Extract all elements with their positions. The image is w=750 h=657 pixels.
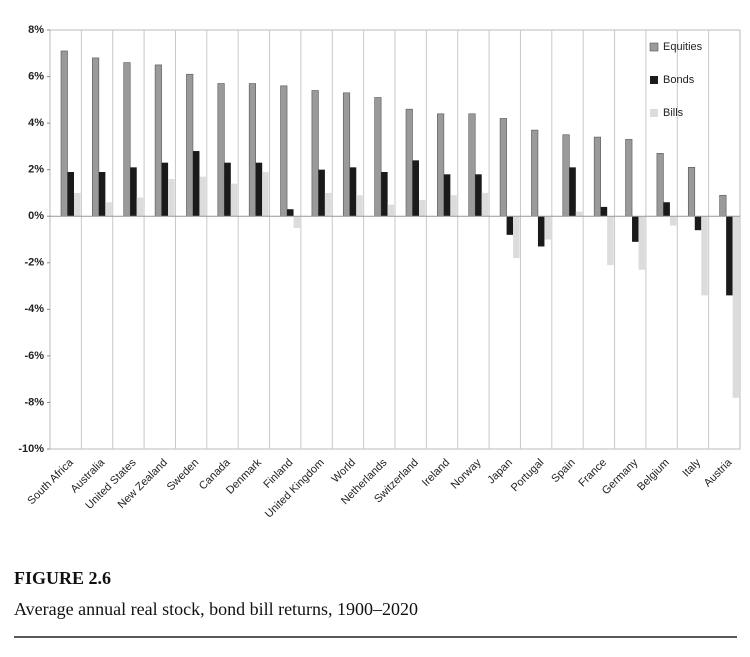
bar: [600, 206, 608, 217]
bar: [74, 192, 81, 217]
bar: [593, 136, 601, 217]
bar: [262, 171, 269, 217]
bar: [287, 209, 294, 217]
bar: [105, 202, 112, 217]
bar: [98, 171, 106, 217]
bar: [569, 167, 576, 217]
bar: [694, 216, 702, 231]
bar: [60, 50, 68, 217]
legend-label: Equities: [663, 41, 703, 53]
bar: [248, 83, 256, 217]
bar: [544, 216, 551, 240]
bar: [412, 160, 419, 217]
bar: [475, 174, 482, 217]
x-tick-label: Sweden: [165, 457, 202, 494]
bar: [349, 167, 357, 217]
bar: [506, 216, 514, 235]
x-tick-label: South Africa: [25, 456, 76, 507]
bar: [293, 216, 301, 228]
y-tick-label: 6%: [28, 70, 44, 82]
bar: [199, 176, 206, 217]
bar: [230, 183, 238, 217]
legend-swatch: [650, 109, 658, 117]
bar: [443, 174, 451, 217]
bar: [224, 162, 231, 217]
bar: [342, 92, 351, 217]
y-tick-label: 8%: [28, 24, 44, 36]
x-tick-label: Austria: [702, 456, 735, 489]
legend-label: Bills: [663, 107, 684, 119]
bar: [575, 211, 583, 217]
x-tick-label: World: [329, 457, 358, 486]
y-tick-label: -10%: [18, 443, 44, 455]
bar: [136, 197, 144, 217]
bar: [419, 199, 426, 217]
figure-label: FIGURE 2.6: [14, 568, 111, 588]
bar: [607, 216, 614, 266]
y-tick-label: -4%: [24, 303, 44, 315]
bar: [318, 169, 325, 217]
bar: [687, 167, 696, 217]
bar: [161, 162, 169, 217]
bar: [154, 64, 162, 217]
y-tick-label: -8%: [24, 396, 44, 408]
x-tick-label: United Kingdom: [263, 457, 327, 521]
bar: [437, 113, 445, 217]
bar: [663, 202, 670, 217]
bar: [405, 108, 413, 217]
bar: [67, 171, 74, 217]
legend-swatch: [649, 42, 659, 52]
x-tick-label: Spain: [549, 457, 577, 485]
bar: [356, 195, 363, 217]
y-tick-label: 2%: [28, 164, 44, 176]
bar: [450, 195, 457, 217]
bar: [280, 85, 288, 217]
bar: [726, 216, 733, 296]
x-tick-label: Norway: [449, 456, 484, 491]
bar: [255, 162, 263, 217]
bar: [562, 134, 570, 217]
bar: [217, 83, 225, 217]
x-tick-label: Ireland: [420, 457, 452, 489]
bar: [701, 216, 708, 296]
x-tick-label: Portugal: [509, 457, 546, 494]
bar: [130, 167, 137, 217]
bar: [186, 73, 194, 217]
x-tick-label: Denmark: [224, 456, 264, 496]
bar: [537, 216, 545, 247]
x-tick-label: Italy: [680, 456, 703, 479]
bar: [468, 113, 476, 217]
bar: [632, 216, 639, 242]
bar: [531, 129, 539, 217]
bar: [168, 178, 175, 217]
y-tick-label: -6%: [24, 350, 44, 362]
bar: [387, 204, 395, 217]
y-tick-label: 0%: [28, 210, 44, 222]
legend-label: Bonds: [663, 74, 695, 86]
x-tick-label: Japan: [485, 457, 515, 487]
bar: [123, 62, 131, 217]
figure-caption: Average annual real stock, bond bill ret…: [14, 599, 418, 619]
bar: [374, 97, 382, 217]
bar: [192, 151, 200, 217]
bar: [732, 216, 740, 398]
bar: [625, 139, 633, 217]
bar: [481, 192, 489, 217]
bar: [311, 90, 319, 217]
bar: [656, 153, 664, 217]
bar: [381, 171, 388, 217]
y-tick-label: 4%: [28, 117, 44, 129]
bar: [669, 216, 677, 226]
bar: [719, 194, 727, 217]
bar: [513, 216, 520, 259]
legend-swatch: [650, 76, 658, 84]
x-tick-label: Belgium: [635, 457, 672, 494]
y-tick-label: -2%: [24, 257, 44, 269]
bar: [324, 192, 332, 217]
bar: [638, 216, 646, 270]
bar: [499, 118, 507, 217]
bar: [92, 57, 100, 217]
